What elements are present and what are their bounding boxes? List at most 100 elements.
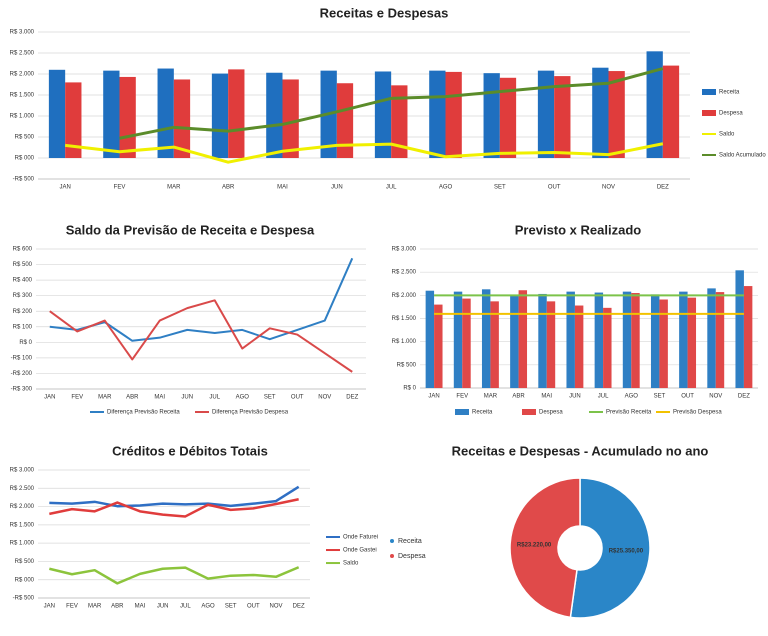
y-tick-label: R$ 600 bbox=[13, 247, 33, 253]
bar bbox=[603, 307, 612, 388]
bar bbox=[211, 73, 229, 158]
x-tick-label: FEV bbox=[456, 394, 468, 400]
bar bbox=[391, 85, 408, 158]
chart-title: Saldo da Previsão de Receita e Despesa bbox=[66, 222, 315, 237]
series-line bbox=[119, 67, 664, 140]
y-tick-label: -R$ 500 bbox=[13, 177, 35, 183]
y-tick-label: -R$ 100 bbox=[11, 355, 33, 361]
y-tick-label: R$ 1.500 bbox=[392, 316, 417, 322]
y-tick-label: R$ 000 bbox=[15, 156, 35, 162]
y-tick-label: R$ 0 bbox=[403, 386, 416, 392]
bar bbox=[445, 71, 462, 158]
x-tick-label: NOV bbox=[318, 395, 331, 401]
y-tick-label: R$ 3.000 bbox=[10, 468, 35, 474]
legend-marker bbox=[390, 554, 394, 558]
bar bbox=[546, 301, 556, 388]
x-tick-label: JAN bbox=[44, 604, 55, 610]
bar bbox=[554, 76, 571, 158]
bar bbox=[510, 294, 519, 388]
chart-title: Créditos e Débitos Totais bbox=[112, 443, 268, 458]
x-tick-label: JUL bbox=[180, 604, 191, 610]
x-tick-label: DEZ bbox=[346, 395, 358, 401]
bar bbox=[646, 51, 663, 158]
bar bbox=[103, 70, 120, 158]
y-tick-label: -R$ 500 bbox=[13, 596, 35, 602]
x-tick-label: JUL bbox=[598, 394, 609, 400]
x-tick-label: ABR bbox=[512, 394, 525, 400]
x-tick-label: SET bbox=[654, 394, 666, 400]
bar bbox=[483, 73, 500, 158]
legend-marker bbox=[702, 110, 716, 116]
bar bbox=[157, 68, 174, 158]
bar bbox=[631, 293, 640, 388]
x-tick-label: AGO bbox=[625, 394, 639, 400]
x-tick-label: JUN bbox=[569, 394, 581, 400]
bar bbox=[518, 290, 528, 388]
bar bbox=[592, 67, 609, 158]
series-line bbox=[49, 257, 354, 342]
x-tick-label: FEV bbox=[66, 604, 78, 610]
x-tick-label: FEV bbox=[71, 395, 83, 401]
x-tick-label: ABR bbox=[126, 395, 139, 401]
y-tick-label: R$ 0 bbox=[19, 340, 32, 346]
legend-label: Despesa bbox=[719, 111, 743, 117]
bar bbox=[707, 288, 716, 388]
x-tick-label: JUL bbox=[209, 395, 220, 401]
x-tick-label: AGO bbox=[236, 395, 250, 401]
bar bbox=[429, 70, 446, 158]
x-tick-label: SET bbox=[494, 185, 506, 191]
y-tick-label: R$ 1.000 bbox=[10, 114, 35, 120]
bar bbox=[282, 79, 299, 158]
pie-slice bbox=[569, 477, 651, 619]
legend-label: Diferença Previsão Receita bbox=[107, 410, 180, 416]
bar bbox=[490, 301, 499, 388]
x-tick-label: OUT bbox=[291, 395, 304, 401]
y-tick-label: R$ 2.500 bbox=[10, 486, 35, 492]
legend-marker bbox=[522, 409, 536, 415]
y-tick-label: R$ 2.500 bbox=[392, 270, 417, 276]
bar bbox=[608, 71, 625, 158]
x-tick-label: ABR bbox=[222, 185, 235, 191]
legend-label: Previsão Despesa bbox=[673, 410, 722, 416]
legend-marker bbox=[702, 89, 716, 95]
x-tick-label: MAR bbox=[167, 185, 181, 191]
y-tick-label: R$ 500 bbox=[13, 262, 33, 268]
bar bbox=[574, 305, 584, 388]
x-tick-label: MAR bbox=[88, 604, 102, 610]
y-tick-label: R$ 3.000 bbox=[392, 247, 417, 253]
bar bbox=[594, 292, 604, 388]
x-tick-label: JUN bbox=[181, 395, 193, 401]
bar bbox=[622, 291, 632, 388]
legend-label: Saldo Acumulado bbox=[719, 153, 766, 159]
y-tick-label: R$ 100 bbox=[13, 324, 33, 330]
x-tick-label: DEZ bbox=[293, 604, 305, 610]
x-tick-label: MAI bbox=[541, 394, 552, 400]
bar bbox=[650, 294, 660, 388]
bar bbox=[735, 270, 744, 388]
x-tick-label: MAI bbox=[154, 395, 165, 401]
bar bbox=[659, 299, 668, 388]
data-label: R$23.220,00 bbox=[517, 542, 552, 548]
x-tick-label: SET bbox=[225, 604, 237, 610]
y-tick-label: R$ 1.000 bbox=[10, 541, 35, 547]
bar bbox=[228, 69, 245, 158]
bar bbox=[119, 76, 136, 158]
x-tick-label: OUT bbox=[681, 394, 694, 400]
legend-label: Receita bbox=[719, 90, 740, 96]
bar bbox=[425, 290, 435, 388]
pie-slice bbox=[509, 477, 581, 619]
y-tick-label: R$ 500 bbox=[15, 559, 35, 565]
x-tick-label: JAN bbox=[59, 185, 70, 191]
y-tick-label: R$ 500 bbox=[15, 135, 35, 141]
x-tick-label: FEV bbox=[114, 185, 126, 191]
legend-label: Onde Faturei bbox=[343, 535, 378, 541]
x-tick-label: MAR bbox=[98, 395, 112, 401]
y-tick-label: R$ 2.000 bbox=[10, 504, 35, 510]
y-tick-label: R$ 400 bbox=[13, 278, 33, 284]
bar bbox=[687, 297, 697, 388]
bar bbox=[662, 65, 680, 158]
y-tick-label: R$ 500 bbox=[397, 362, 417, 368]
series-line bbox=[49, 485, 300, 508]
x-tick-label: NOV bbox=[602, 185, 615, 191]
